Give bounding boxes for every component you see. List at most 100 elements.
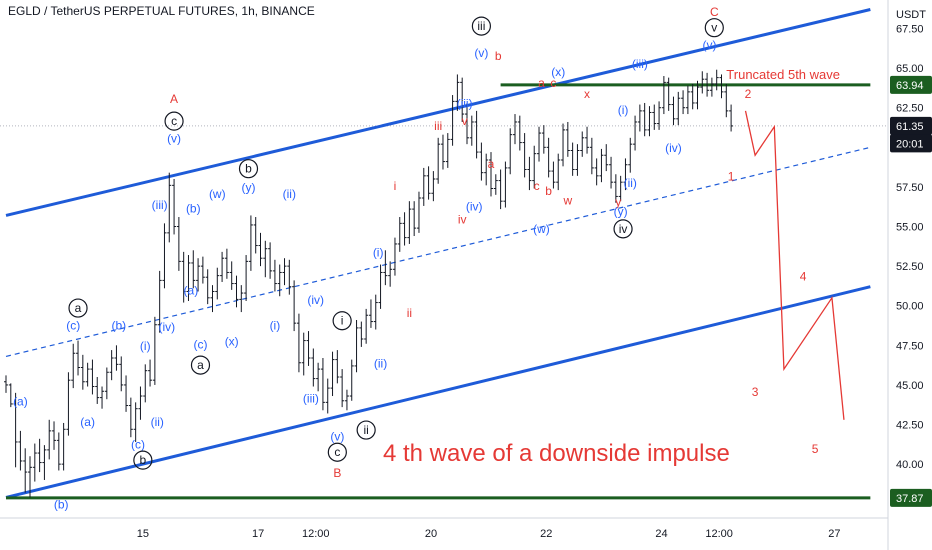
candle: [162, 223, 167, 289]
projection-path: [744, 110, 845, 420]
candle: [76, 340, 81, 376]
candle: [18, 430, 23, 471]
wave-label: A: [170, 92, 178, 106]
candle: [37, 438, 42, 473]
wave-label: (w): [209, 187, 226, 201]
candle: [685, 85, 690, 115]
candle: [570, 142, 575, 176]
wave-label: c: [534, 179, 540, 193]
x-tick-label: 15: [137, 528, 149, 540]
candle: [489, 152, 494, 197]
y-tick-label: 52.50: [896, 261, 924, 273]
wave-label: (b): [54, 497, 69, 511]
candle: [119, 356, 124, 392]
candle: [575, 144, 580, 176]
wave-label: a: [538, 76, 545, 90]
candle: [498, 169, 503, 210]
wave-label-circle: [613, 219, 633, 239]
wave-label: b: [545, 184, 552, 198]
wave-label: (iv): [307, 293, 324, 307]
price-marker: 37.87: [890, 488, 932, 507]
candle: [618, 175, 623, 202]
candle: [623, 158, 628, 191]
candle: [258, 232, 263, 267]
candle: [239, 285, 244, 313]
y-tick-label: 50.00: [896, 301, 924, 313]
price-marker-bg: [890, 75, 932, 94]
candle: [690, 83, 695, 110]
wave-label: ii: [363, 423, 368, 437]
candle: [167, 172, 172, 243]
candle: [556, 153, 561, 191]
wave-label: (b): [186, 201, 201, 215]
candle: [642, 102, 647, 137]
candle: [100, 386, 105, 409]
candle: [599, 148, 604, 183]
candle: [378, 264, 383, 309]
candle: [613, 174, 618, 203]
wave-label: (v): [167, 132, 181, 146]
wave-label: (i): [373, 246, 384, 260]
candle: [484, 153, 489, 186]
candle: [215, 267, 220, 300]
candle: [23, 448, 28, 493]
price-marker: 63.94: [890, 75, 932, 94]
wave-label: (v): [330, 429, 344, 443]
candle: [695, 80, 700, 110]
y-tick-label: 47.50: [896, 340, 924, 352]
candle: [460, 77, 465, 122]
candle: [157, 270, 162, 333]
x-tick-label: 22: [540, 528, 552, 540]
wave-label: b: [245, 162, 252, 176]
channel-line-2: [5, 285, 871, 499]
candle: [416, 191, 421, 233]
candle: [537, 126, 542, 162]
wave-label: (iv): [466, 200, 483, 214]
candle: [344, 389, 349, 411]
wave-label: a: [75, 301, 82, 315]
wave-label: b: [140, 453, 147, 467]
candle: [671, 96, 676, 126]
candle: [354, 319, 359, 373]
price-marker-bg: [890, 488, 932, 507]
wave-label: (x): [225, 334, 239, 348]
wave-label: (iii): [303, 391, 319, 405]
candle: [28, 456, 33, 498]
candle: [316, 362, 321, 392]
wave-label: c: [550, 76, 556, 90]
candle: [709, 77, 714, 97]
candle: [474, 110, 479, 159]
y-tick-label: 62.50: [896, 103, 924, 115]
wave-label-circle: [471, 16, 491, 36]
candle: [392, 237, 397, 276]
wave-label: 3: [752, 385, 759, 399]
candle: [479, 142, 484, 181]
candle: [402, 212, 407, 246]
wave-label: (c): [193, 338, 207, 352]
y-tick-label: 57.50: [896, 182, 924, 194]
wave-label: (iii): [632, 57, 648, 71]
candle: [397, 217, 402, 252]
candle: [464, 102, 469, 145]
candle: [532, 145, 537, 189]
candle: [508, 128, 513, 175]
candle: [729, 104, 734, 132]
chart-title: EGLD / TetherUS PERPETUAL FUTURES, 1h, B…: [8, 4, 315, 18]
wave-label: C: [710, 5, 719, 19]
y-tick-label: 40.00: [896, 459, 924, 471]
candle: [56, 432, 61, 471]
wave-label: (ii): [151, 415, 164, 429]
x-tick-label: 17: [252, 528, 264, 540]
candle: [383, 250, 388, 286]
channel-line-1: [5, 8, 871, 217]
wave-label: ii: [407, 306, 412, 320]
candle: [368, 299, 373, 328]
wave-label: 5: [812, 442, 819, 456]
candle: [47, 419, 52, 460]
price-marker: 20:01: [890, 134, 932, 153]
candle: [52, 421, 57, 450]
wave-label: Truncated 5th wave: [726, 67, 840, 82]
wave-label: i: [394, 179, 397, 193]
candle: [90, 359, 95, 395]
candle: [431, 171, 436, 202]
